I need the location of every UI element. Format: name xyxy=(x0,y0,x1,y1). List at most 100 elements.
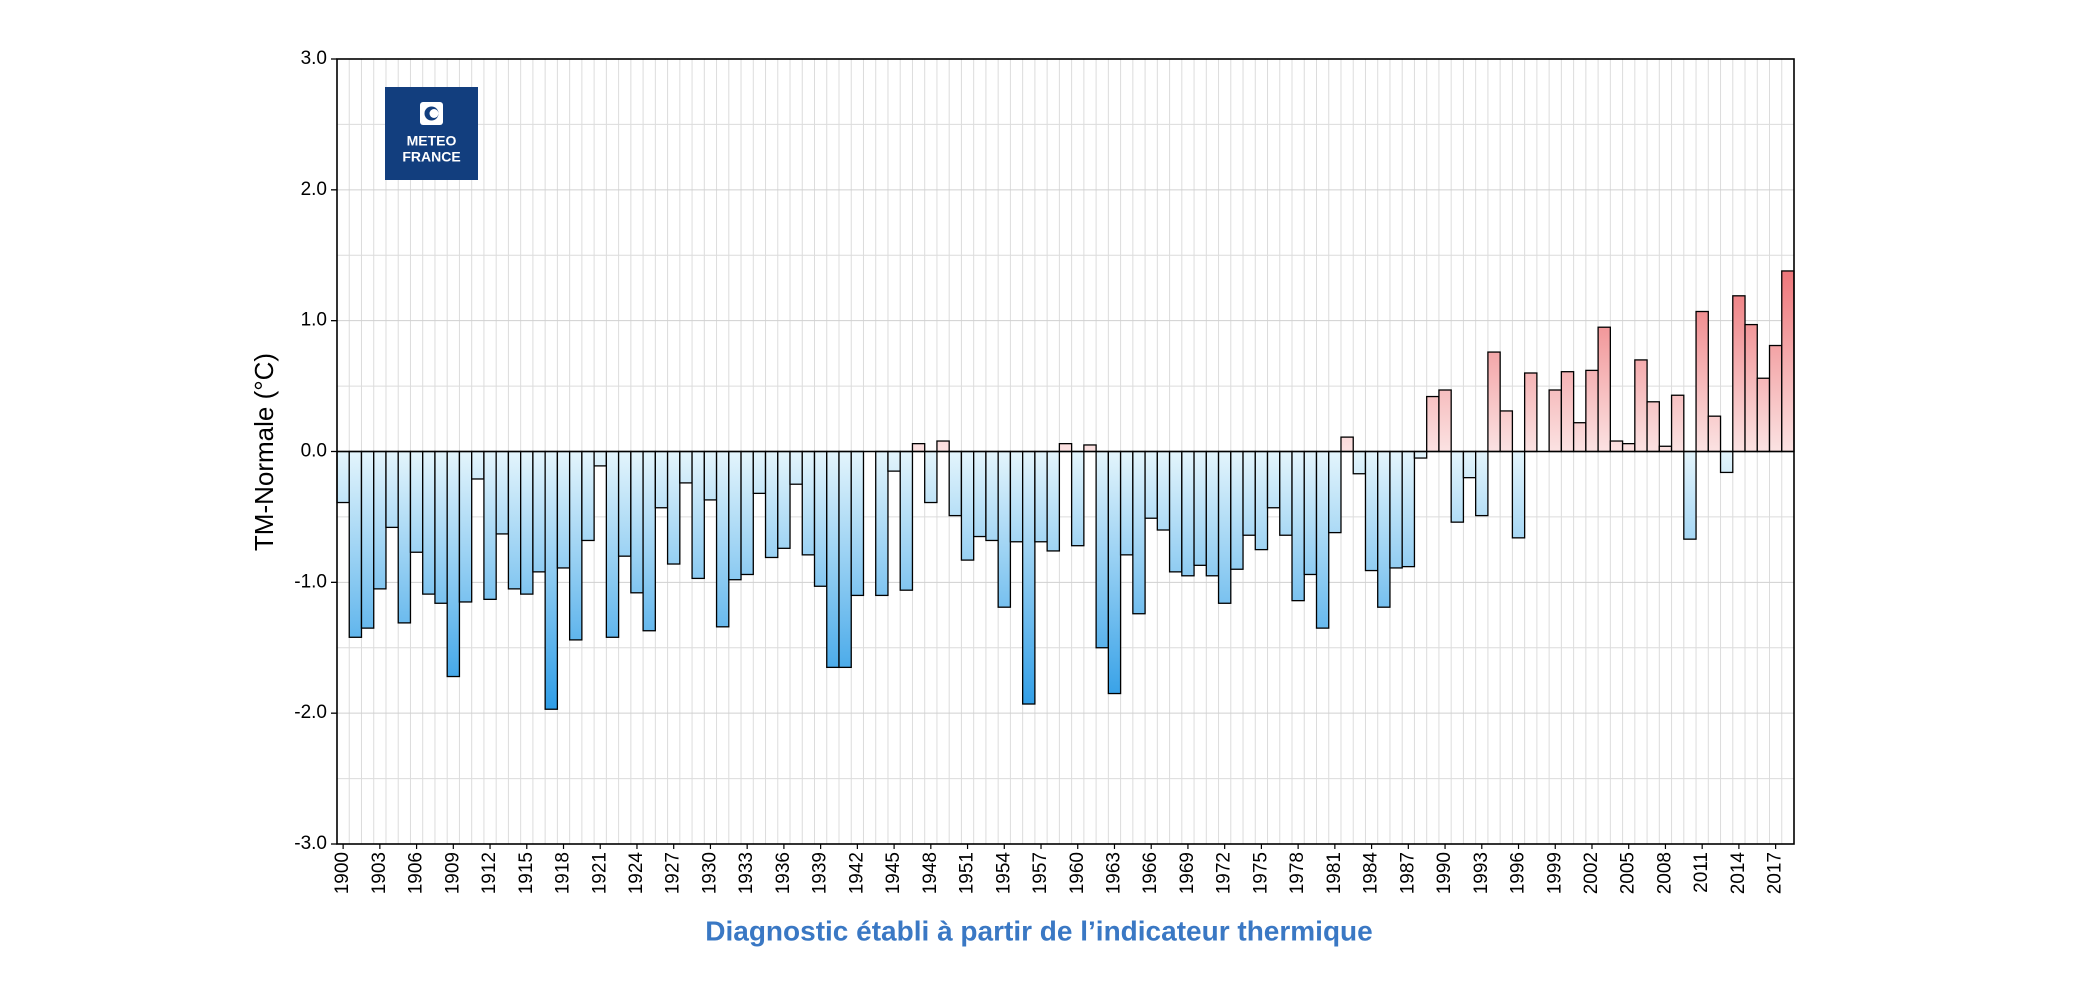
x-tick-label: 1996 xyxy=(1508,852,1529,894)
bar xyxy=(1695,310,1709,453)
bar xyxy=(605,450,620,638)
bar xyxy=(1242,450,1256,536)
bar xyxy=(654,450,669,509)
bar xyxy=(1193,450,1207,566)
bar xyxy=(899,450,914,591)
bar xyxy=(593,450,608,467)
bar xyxy=(544,450,559,710)
bar xyxy=(1119,450,1134,556)
bar xyxy=(1401,450,1416,568)
bar xyxy=(813,450,828,587)
bar xyxy=(875,450,889,597)
bar xyxy=(1462,450,1477,479)
x-tick-label: 1993 xyxy=(1471,852,1492,894)
x-tick-label: 1987 xyxy=(1397,852,1418,894)
y-tick-label: 1.0 xyxy=(301,310,327,331)
bar xyxy=(715,450,730,628)
x-tick-label: 1984 xyxy=(1361,852,1382,895)
x-tick-label: 1960 xyxy=(1067,852,1088,894)
x-tick-label: 1918 xyxy=(553,852,574,894)
x-tick-label: 1978 xyxy=(1287,852,1308,894)
bar xyxy=(1364,450,1379,572)
x-tick-label: 2008 xyxy=(1654,852,1675,894)
bar xyxy=(740,450,754,576)
bar xyxy=(532,450,546,573)
bar xyxy=(777,450,791,549)
y-tick-label: 2.0 xyxy=(301,179,327,200)
bar xyxy=(1744,323,1758,453)
bar xyxy=(1254,450,1269,551)
bar xyxy=(789,450,803,485)
x-tick-label: 1936 xyxy=(773,852,794,894)
bar xyxy=(1205,450,1220,577)
bar xyxy=(666,450,681,565)
bar xyxy=(1413,450,1428,459)
x-tick-label: 1900 xyxy=(332,852,353,894)
logo-icon xyxy=(429,109,439,118)
bars xyxy=(336,270,1795,710)
bar xyxy=(1426,395,1440,453)
bar xyxy=(801,450,816,556)
bar xyxy=(1377,450,1391,608)
bar xyxy=(936,440,950,453)
x-tick-label: 2014 xyxy=(1728,852,1749,895)
x-tick-label: 1975 xyxy=(1250,852,1271,894)
bar xyxy=(1132,450,1146,615)
plot-frame xyxy=(336,58,1795,845)
y-tick-label: -3.0 xyxy=(294,833,327,854)
bar xyxy=(471,450,485,480)
x-tick-label: 1921 xyxy=(589,852,610,894)
bar xyxy=(1621,442,1636,453)
bar xyxy=(1707,415,1722,453)
x-tick-label: 1972 xyxy=(1214,852,1235,894)
bar xyxy=(1217,450,1232,604)
bar xyxy=(1230,450,1244,570)
bar xyxy=(1168,450,1183,573)
x-tick-label: 1999 xyxy=(1544,852,1565,894)
bar xyxy=(1315,450,1330,629)
x-tick-label: 2005 xyxy=(1618,852,1639,894)
bar xyxy=(1781,270,1795,453)
bar xyxy=(1756,377,1771,453)
bar xyxy=(617,450,632,557)
x-tick-label: 1909 xyxy=(442,852,463,894)
bar xyxy=(948,450,963,517)
bar xyxy=(1719,450,1734,474)
bar xyxy=(960,450,975,561)
bar xyxy=(520,450,534,595)
bar xyxy=(1266,450,1281,509)
x-tick-label: 1924 xyxy=(626,852,647,895)
x-tick-label: 2011 xyxy=(1691,852,1712,893)
bar xyxy=(985,450,999,542)
bar xyxy=(1181,450,1195,577)
y-axis-label: TM-Normale (°C) xyxy=(249,353,279,551)
bar xyxy=(1046,450,1061,552)
bar xyxy=(1499,410,1514,453)
x-tick-label: 1990 xyxy=(1434,852,1455,894)
bar xyxy=(1058,442,1073,453)
bar xyxy=(458,450,473,603)
bar xyxy=(826,450,840,669)
bar xyxy=(1389,450,1403,569)
bar xyxy=(838,450,852,669)
bar xyxy=(1597,326,1611,453)
x-tick-label: 1903 xyxy=(369,852,390,894)
y-tick-label: 3.0 xyxy=(301,48,327,69)
bar xyxy=(1475,450,1489,517)
bar xyxy=(1291,450,1305,602)
bar xyxy=(373,450,387,590)
bar xyxy=(1511,450,1526,539)
x-tick-label: 1969 xyxy=(1177,852,1198,894)
bar xyxy=(1732,295,1746,453)
bar xyxy=(507,450,522,590)
bar xyxy=(752,450,767,495)
y-tick-label: 0.0 xyxy=(301,441,327,462)
bar xyxy=(1107,450,1122,695)
bar xyxy=(850,450,865,597)
x-tick-label: 1927 xyxy=(663,852,684,894)
logo-text: FRANCE xyxy=(402,149,460,165)
bar xyxy=(1646,401,1660,453)
bar xyxy=(1585,369,1599,453)
